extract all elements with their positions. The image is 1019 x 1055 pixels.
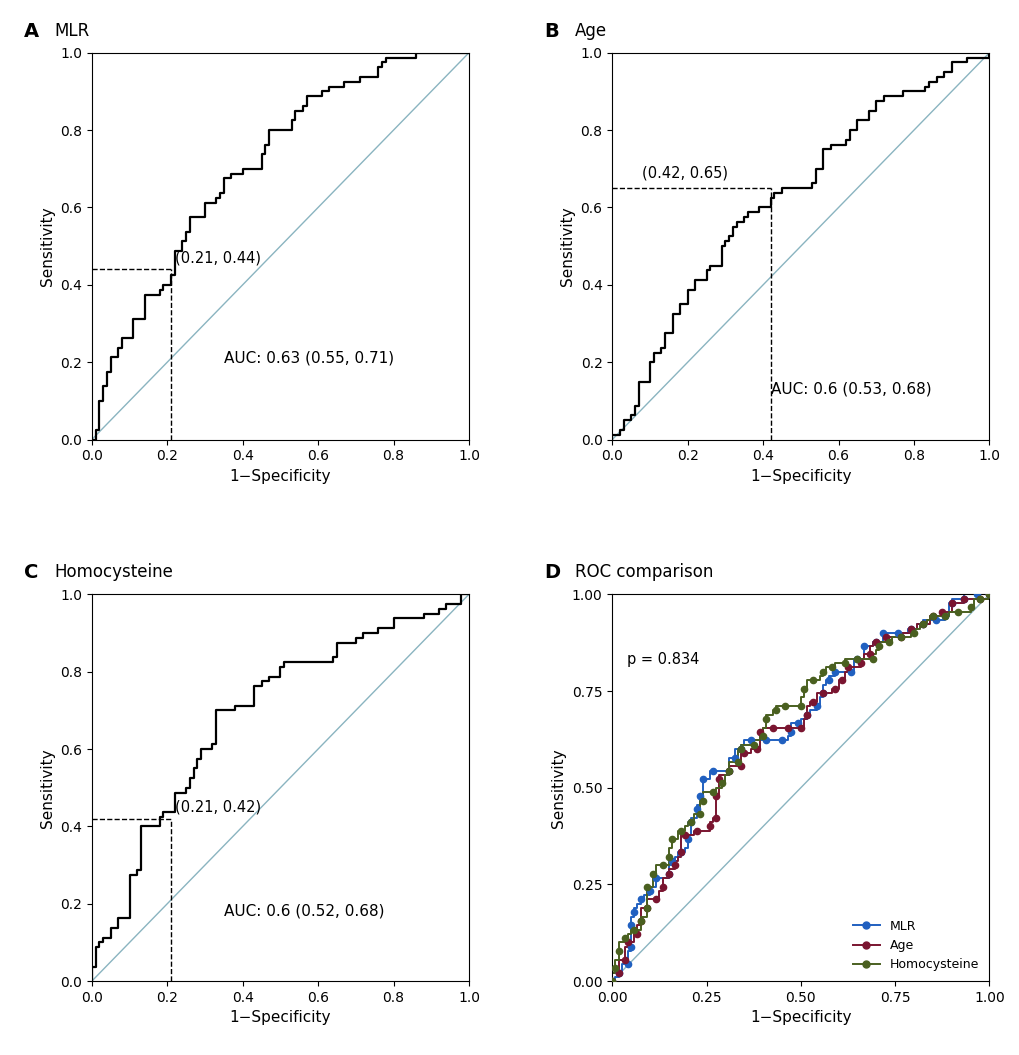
Y-axis label: Sensitivity: Sensitivity <box>559 207 575 286</box>
Text: MLR: MLR <box>54 22 90 40</box>
Text: (0.21, 0.42): (0.21, 0.42) <box>174 800 261 814</box>
Text: AUC: 0.63 (0.55, 0.71): AUC: 0.63 (0.55, 0.71) <box>223 350 393 365</box>
Text: A: A <box>23 22 39 41</box>
Legend: MLR, Age, Homocysteine: MLR, Age, Homocysteine <box>848 916 982 975</box>
Text: AUC: 0.6 (0.52, 0.68): AUC: 0.6 (0.52, 0.68) <box>223 903 384 919</box>
Y-axis label: Sensitivity: Sensitivity <box>550 748 566 827</box>
X-axis label: 1−Specificity: 1−Specificity <box>229 468 331 484</box>
Text: AUC: 0.6 (0.53, 0.68): AUC: 0.6 (0.53, 0.68) <box>770 381 930 397</box>
Text: Homocysteine: Homocysteine <box>54 563 173 581</box>
Text: ROC comparison: ROC comparison <box>574 563 712 581</box>
Text: (0.42, 0.65): (0.42, 0.65) <box>642 166 728 180</box>
X-axis label: 1−Specificity: 1−Specificity <box>749 468 851 484</box>
Text: Age: Age <box>574 22 606 40</box>
Text: p = 0.834: p = 0.834 <box>627 652 699 667</box>
Text: C: C <box>23 563 39 582</box>
Text: (0.21, 0.44): (0.21, 0.44) <box>174 250 261 266</box>
X-axis label: 1−Specificity: 1−Specificity <box>749 1011 851 1025</box>
X-axis label: 1−Specificity: 1−Specificity <box>229 1011 331 1025</box>
Text: D: D <box>544 563 560 582</box>
Y-axis label: Sensitivity: Sensitivity <box>40 207 54 286</box>
Text: B: B <box>544 22 558 41</box>
Y-axis label: Sensitivity: Sensitivity <box>40 748 54 827</box>
